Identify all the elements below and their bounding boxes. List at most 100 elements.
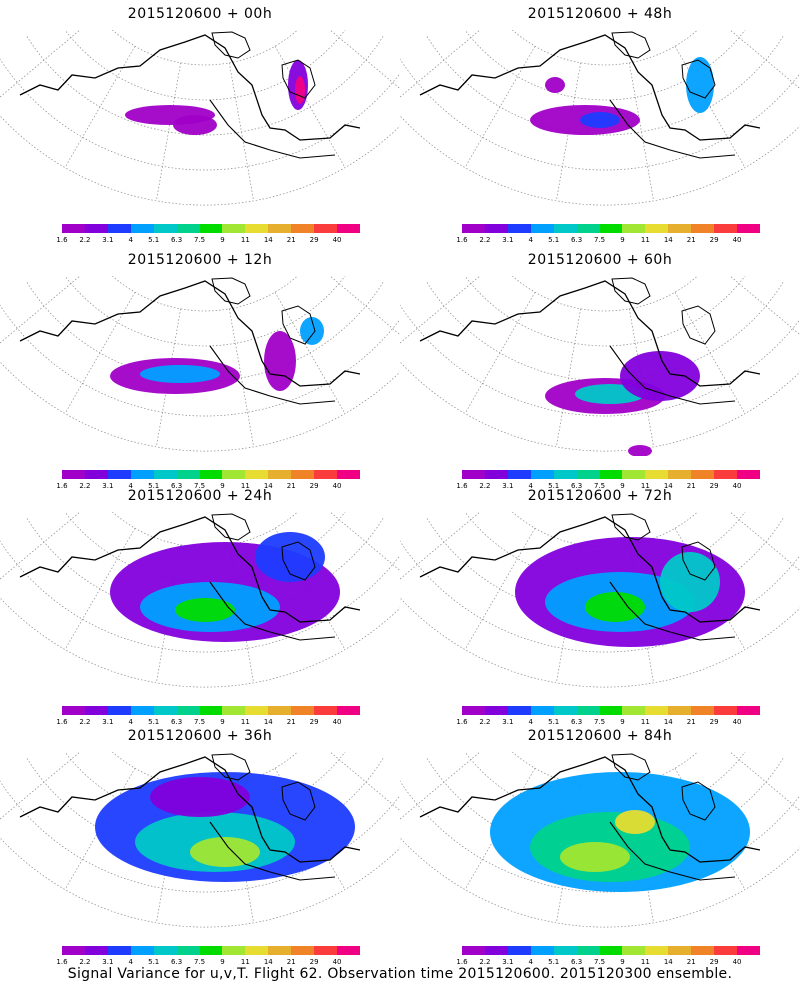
colorbar-segment	[553, 224, 577, 233]
colorbar-label: 14	[663, 718, 673, 726]
colorbar-label: 7.5	[193, 718, 206, 726]
colorbar-label: 3.1	[102, 236, 114, 244]
longitude-line	[329, 276, 400, 336]
colorbar	[62, 946, 360, 955]
colorbar-label: 3.1	[502, 482, 514, 490]
colorbar-segment	[691, 706, 715, 715]
colorbar-segment	[222, 706, 246, 715]
colorbar-labels: 1.6 2.2 3.1 4 5.1 6.3 7.5 9 11 14 21 29 40	[456, 236, 760, 246]
colorbar-label: 11	[240, 236, 250, 244]
longitude-line	[464, 768, 536, 890]
longitude-line	[228, 62, 254, 201]
longitude-line	[674, 292, 746, 414]
colorbar-label: 5.1	[148, 958, 160, 966]
colorbar-segment	[622, 470, 646, 479]
coastline	[19, 756, 361, 863]
colorbar-segment	[599, 706, 623, 715]
colorbar-segment	[645, 946, 669, 955]
panel-24h: 2015120600 + 24h 1.6 2.2 3.1 4 5.1 6.3 7.5 9 11 1…	[0, 482, 400, 728]
latitude-line	[0, 361, 400, 452]
hudson-bay	[281, 59, 316, 99]
hudson-bay	[281, 781, 316, 821]
longitude-line	[0, 276, 81, 344]
coastline-south	[209, 99, 336, 159]
colorbar-segment	[199, 224, 223, 233]
colorbar-label: 9	[620, 958, 625, 966]
arctic-islands	[611, 277, 651, 305]
latitude-line	[0, 58, 400, 171]
colorbar-label: 5.1	[148, 482, 160, 490]
graticule	[0, 512, 400, 688]
colorbar-label: 3.1	[102, 958, 114, 966]
latitude-line	[400, 58, 800, 171]
coastline	[19, 34, 361, 141]
colorbar-label: 6.3	[571, 482, 583, 490]
colorbar-label: 14	[663, 236, 673, 244]
colorbar-label: 21	[286, 958, 296, 966]
colorbar-segment	[222, 946, 246, 955]
longitude-line	[400, 30, 481, 98]
colorbar-segment	[62, 706, 85, 715]
hudson-bay	[681, 59, 716, 99]
colorbar-label: 9	[220, 718, 225, 726]
latitude-line	[400, 837, 800, 928]
colorbar-segment	[576, 706, 600, 715]
colorbar-label: 9	[220, 482, 225, 490]
colorbar-label: 6.3	[571, 958, 583, 966]
colorbar-segment	[737, 470, 760, 479]
hudson-bay	[281, 541, 316, 581]
coastline-south	[609, 581, 736, 641]
colorbar-segment	[507, 224, 531, 233]
variance-field	[580, 112, 620, 128]
colorbar-segment	[622, 224, 646, 233]
colorbar-labels: 1.6 2.2 3.1 4 5.1 6.3 7.5 9 11 14 21 29 40	[56, 718, 360, 728]
colorbar-label: 14	[263, 482, 273, 490]
colorbar-label: 6.3	[171, 718, 183, 726]
colorbar-label: 7.5	[193, 236, 206, 244]
colorbar-segment	[199, 946, 223, 955]
graticule	[0, 30, 400, 206]
colorbar-segment	[645, 224, 669, 233]
latitude-line	[400, 780, 800, 893]
colorbar-label: 11	[240, 718, 250, 726]
colorbar	[462, 706, 760, 715]
latitude-line	[400, 597, 800, 688]
colorbar-segment	[668, 946, 692, 955]
colorbar-label: 1.6	[456, 482, 468, 490]
colorbar-segment	[84, 946, 108, 955]
colorbar-segment	[668, 706, 692, 715]
colorbar-segment	[484, 946, 508, 955]
coastline-south	[209, 581, 336, 641]
hudson-bay	[681, 781, 716, 821]
colorbar-segment	[599, 224, 623, 233]
variance-field	[660, 552, 720, 612]
colorbar-label: 1.6	[56, 958, 68, 966]
colorbar-segment	[576, 946, 600, 955]
colorbar-label: 21	[286, 236, 296, 244]
arctic-islands	[211, 753, 251, 781]
colorbar-label: 5.1	[548, 718, 560, 726]
colorbar-segment	[291, 946, 315, 955]
colorbar-segment	[176, 946, 200, 955]
colorbar-segment	[599, 946, 623, 955]
colorbar-label: 2.2	[479, 482, 491, 490]
colorbar-label: 29	[709, 236, 719, 244]
colorbar-label: 1.6	[56, 482, 68, 490]
colorbar-label: 11	[240, 482, 250, 490]
colorbar-label: 6.3	[171, 958, 183, 966]
longitude-line	[274, 46, 346, 168]
variance-field	[295, 76, 305, 104]
colorbar-label: 7.5	[593, 718, 606, 726]
colorbar-segment	[530, 470, 554, 479]
colorbar-label: 2.2	[479, 718, 491, 726]
variance-field	[615, 810, 655, 834]
colorbar-label: 29	[709, 482, 719, 490]
coastline-south	[609, 345, 736, 405]
latitude-line	[426, 36, 784, 136]
map-48h	[400, 30, 800, 206]
colorbar-label: 29	[709, 718, 719, 726]
longitude-line	[464, 528, 536, 650]
colorbar-label: 7.5	[593, 958, 606, 966]
colorbar-label: 14	[263, 718, 273, 726]
hudson-bay	[281, 305, 316, 345]
